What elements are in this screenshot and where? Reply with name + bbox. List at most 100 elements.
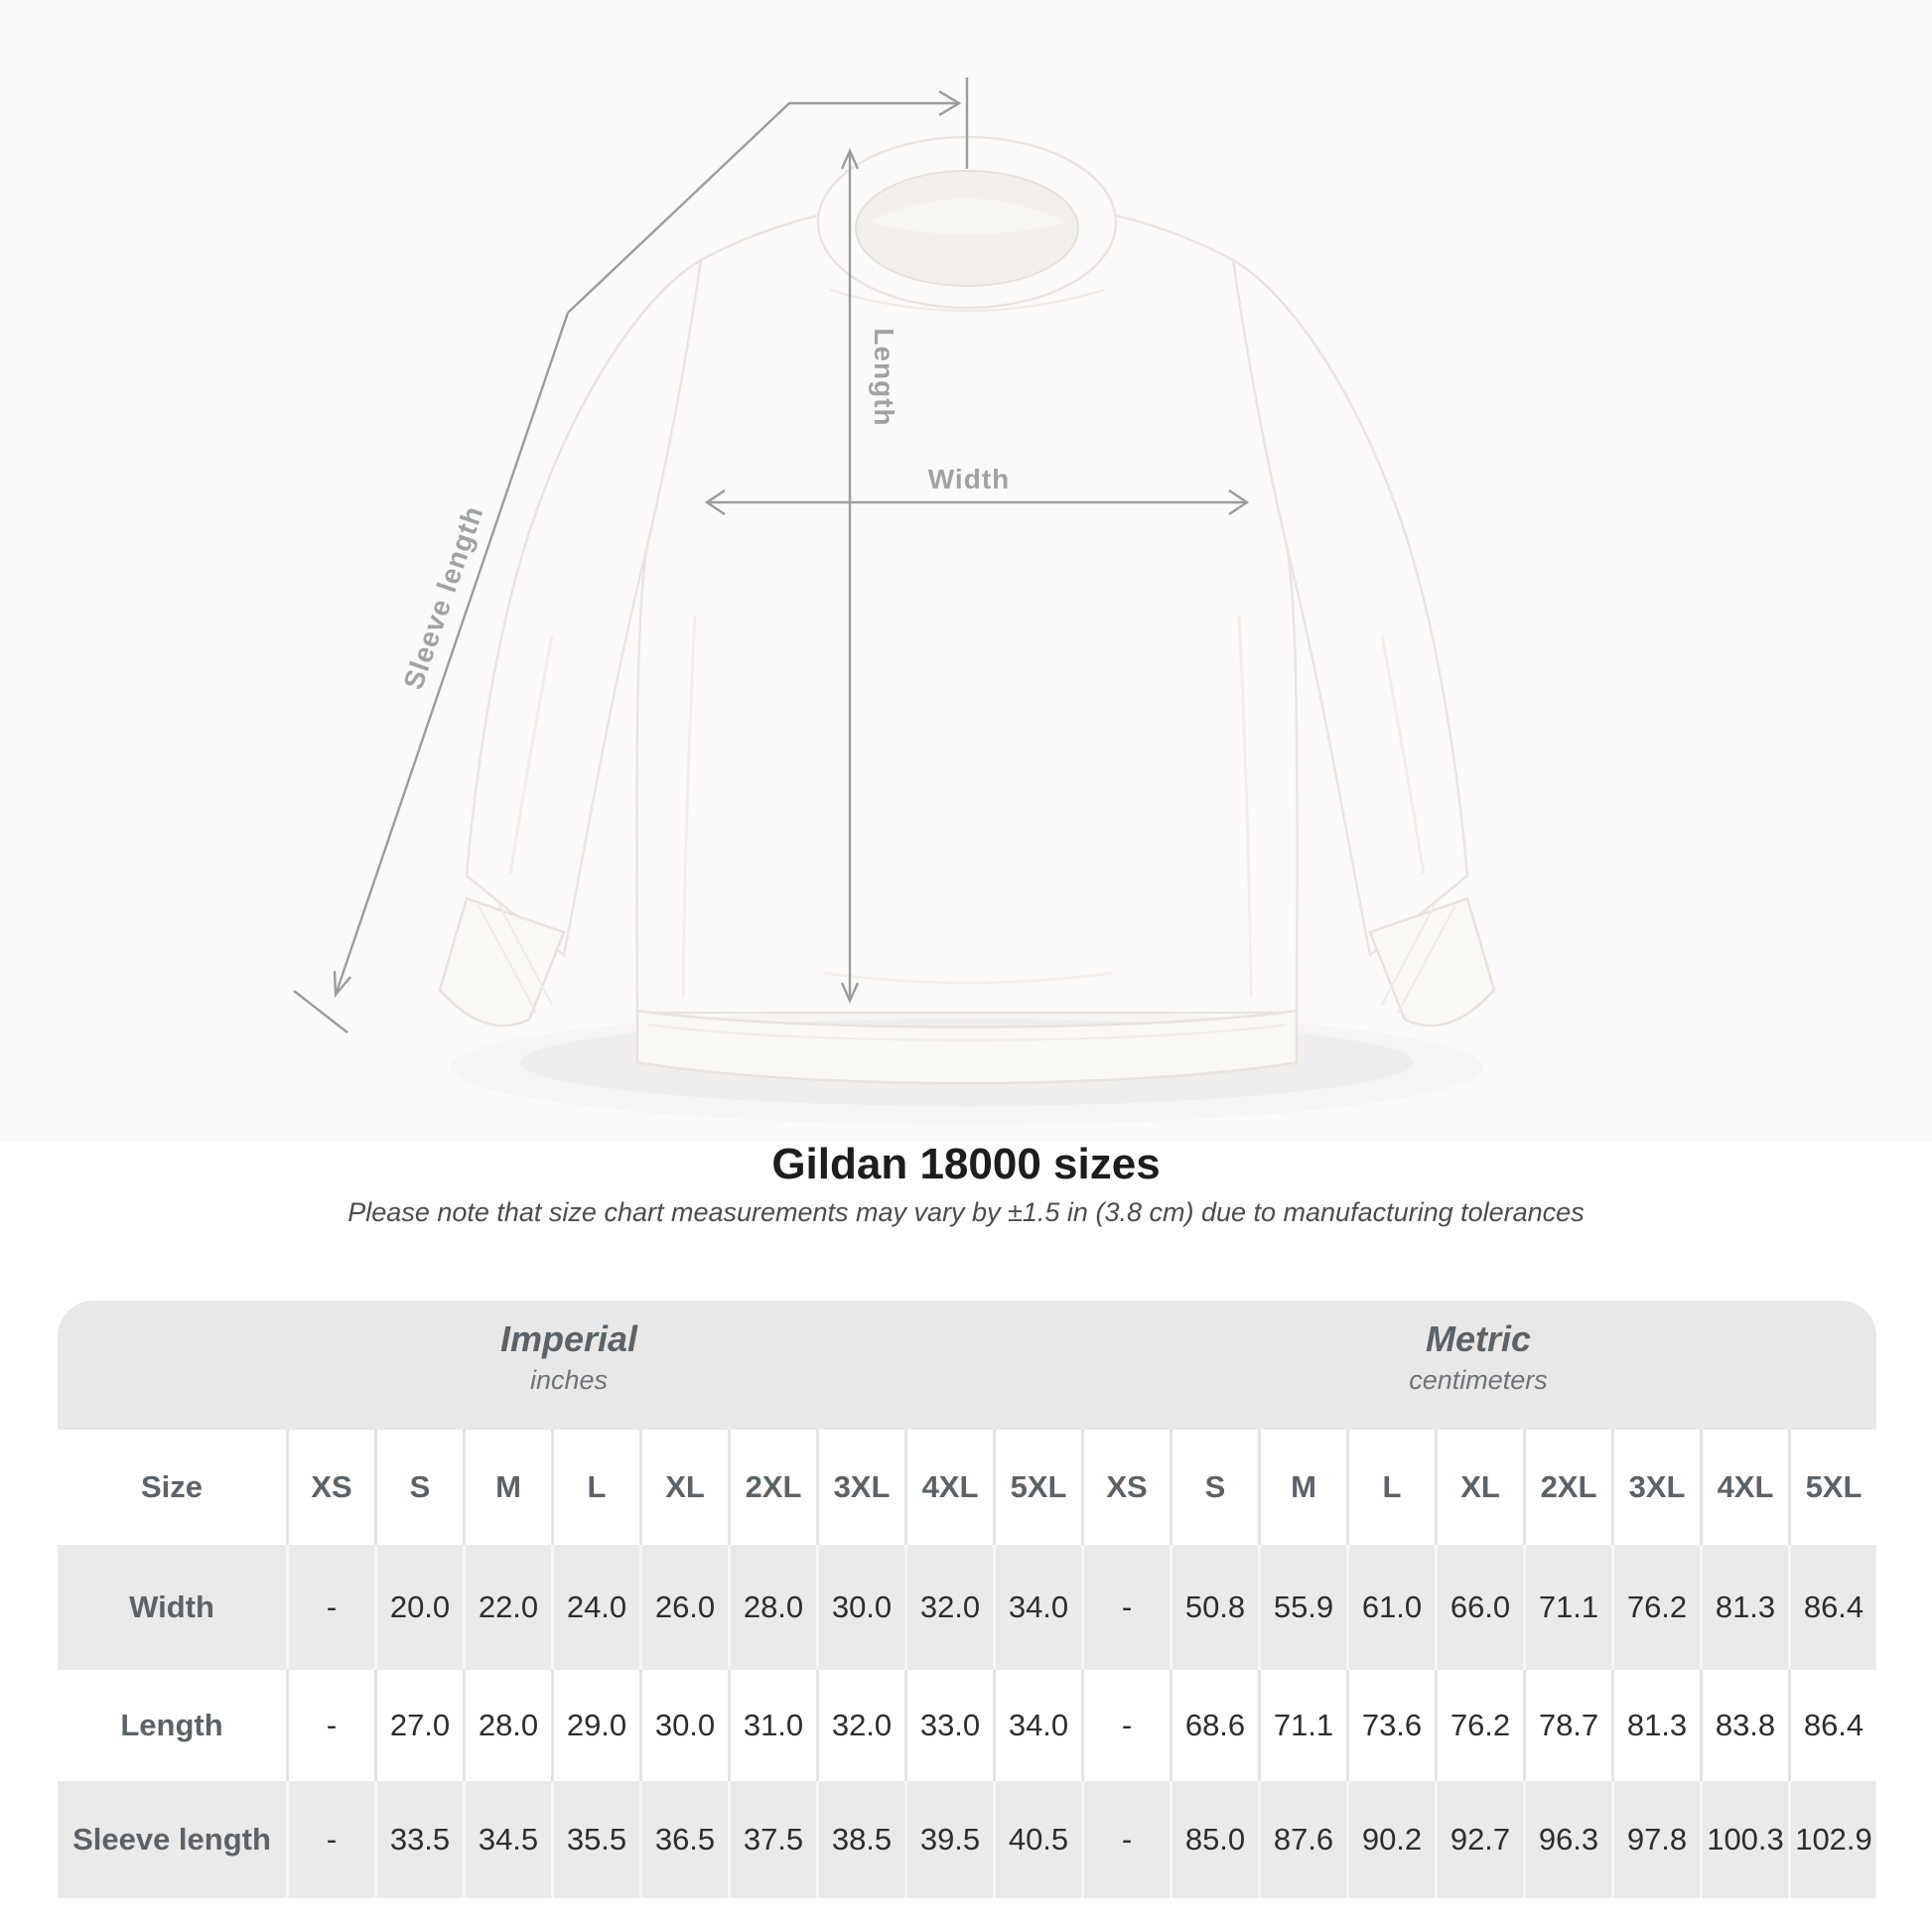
value-imperial: 40.5 [993,1781,1081,1898]
value-imperial: 30.0 [639,1670,728,1781]
value-metric: - [1081,1545,1170,1670]
value-metric: - [1081,1670,1170,1781]
dimension-lines [293,77,1250,1034]
sleeve-arrowhead [333,970,351,999]
row-label: Sleeve length [72,1822,271,1857]
value-imperial: 37.5 [728,1781,816,1898]
size-header-imperial-5xl: 5XL [993,1430,1081,1545]
size-header-metric-xl: XL [1435,1430,1523,1545]
value-imperial: 35.5 [551,1781,639,1898]
size-header-metric-l: L [1346,1430,1435,1545]
size-header-imperial-s: S [374,1430,463,1545]
right-arrowhead [938,89,962,117]
right-cuff [1368,897,1496,1028]
down-arrowhead [840,982,860,1004]
size-header-row: Size XS S M L XL 2XL 3XL 4XL 5XL XS S M L XL 2XL 3XL 4XL 5… [58,1430,1876,1545]
imperial-unit: inches [529,1365,609,1396]
size-header-metric-2xl: 2XL [1523,1430,1611,1545]
value-imperial: 32.0 [816,1670,904,1781]
value-imperial: 30.0 [816,1545,904,1670]
value-imperial: 28.0 [463,1670,551,1781]
row-label: Length [120,1708,223,1742]
value-imperial: 34.0 [993,1670,1081,1781]
value-imperial: - [286,1670,374,1781]
value-imperial: 33.5 [374,1781,463,1898]
body-torso [635,205,1299,1015]
value-imperial: 29.0 [551,1670,639,1781]
value-imperial: - [286,1781,374,1898]
size-header-metric-3xl: 3XL [1611,1430,1700,1545]
value-metric: 50.8 [1170,1545,1258,1670]
value-imperial: 31.0 [728,1670,816,1781]
left-sleeve [438,257,703,1028]
value-metric: 68.6 [1170,1670,1258,1781]
shoulder-reference-line [567,101,959,314]
sleeve-length-line [334,312,570,996]
imperial-title: Imperial [499,1317,638,1359]
value-imperial: 32.0 [904,1545,993,1670]
size-header-metric-xs: XS [1081,1430,1170,1545]
value-metric: 71.1 [1258,1670,1346,1781]
value-metric: 102.9 [1788,1781,1876,1898]
value-metric: 85.0 [1170,1781,1258,1898]
measurement-row-length: Length -27.0 28.0 29.0 30.0 31.0 32.0 33.0 34.0-… [58,1670,1876,1781]
value-metric: 78.7 [1523,1670,1611,1781]
size-header-metric-5xl: 5XL [1788,1430,1876,1545]
up-arrowhead [840,148,860,170]
value-metric: 92.7 [1435,1781,1523,1898]
value-metric: 87.6 [1258,1781,1346,1898]
value-imperial: 36.5 [639,1781,728,1898]
length-dimension-label: Length [869,328,899,427]
value-metric: 86.4 [1788,1670,1876,1781]
value-imperial: 27.0 [374,1670,463,1781]
tolerance-note: Please note that size chart measurements… [347,1197,1585,1227]
size-header-metric-m: M [1258,1430,1346,1545]
size-header-imperial-l: L [551,1430,639,1545]
value-metric: 81.3 [1611,1670,1700,1781]
value-imperial: 38.5 [816,1781,904,1898]
value-metric: 73.6 [1346,1670,1435,1781]
size-header-imperial-xs: XS [286,1430,374,1545]
value-imperial: 22.0 [463,1545,551,1670]
value-imperial: 34.0 [993,1545,1081,1670]
value-imperial: 24.0 [551,1545,639,1670]
value-imperial: 26.0 [639,1545,728,1670]
value-metric: 81.3 [1700,1545,1788,1670]
value-metric: 66.0 [1435,1545,1523,1670]
value-metric: 55.9 [1258,1545,1346,1670]
size-header-metric-4xl: 4XL [1700,1430,1788,1545]
metric-section-header: Metric centimeters [1080,1301,1876,1430]
size-header-imperial-3xl: 3XL [816,1430,904,1545]
sweatshirt-diagram [293,77,1496,1085]
inner-back-collar [868,199,1066,234]
width-dimension-label: Width [927,464,1011,494]
value-imperial: 20.0 [374,1545,463,1670]
value-metric: 86.4 [1788,1545,1876,1670]
value-imperial: - [286,1545,374,1670]
value-metric: - [1081,1781,1170,1898]
left-arrowhead [704,489,726,515]
value-metric: 90.2 [1346,1781,1435,1898]
value-metric: 83.8 [1700,1670,1788,1781]
right-sleeve [1231,257,1496,1028]
collar [816,135,1118,313]
left-cuff [438,897,566,1028]
metric-unit: centimeters [1409,1365,1548,1396]
measurement-row-width: Width -20.0 22.0 24.0 26.0 28.0 30.0 32.0 34.0-5… [58,1545,1876,1670]
size-header-imperial-4xl: 4XL [904,1430,993,1545]
sleeve-end-tick [293,990,348,1034]
hem-band [635,1009,1299,1085]
value-imperial: 39.5 [904,1781,993,1898]
value-metric: 61.0 [1346,1545,1435,1670]
value-metric: 76.2 [1435,1670,1523,1781]
imperial-section-header: Imperial inches [58,1301,1080,1430]
size-header-imperial-xl: XL [639,1430,728,1545]
measurement-rows: Width -20.0 22.0 24.0 26.0 28.0 30.0 32.0 34.0-5… [58,1545,1876,1898]
value-metric: 97.8 [1611,1781,1700,1898]
size-header-metric-s: S [1170,1430,1258,1545]
value-imperial: 28.0 [728,1545,816,1670]
size-column-header: Size [140,1469,204,1504]
right-arrowhead [1228,489,1250,515]
value-metric: 96.3 [1523,1781,1611,1898]
